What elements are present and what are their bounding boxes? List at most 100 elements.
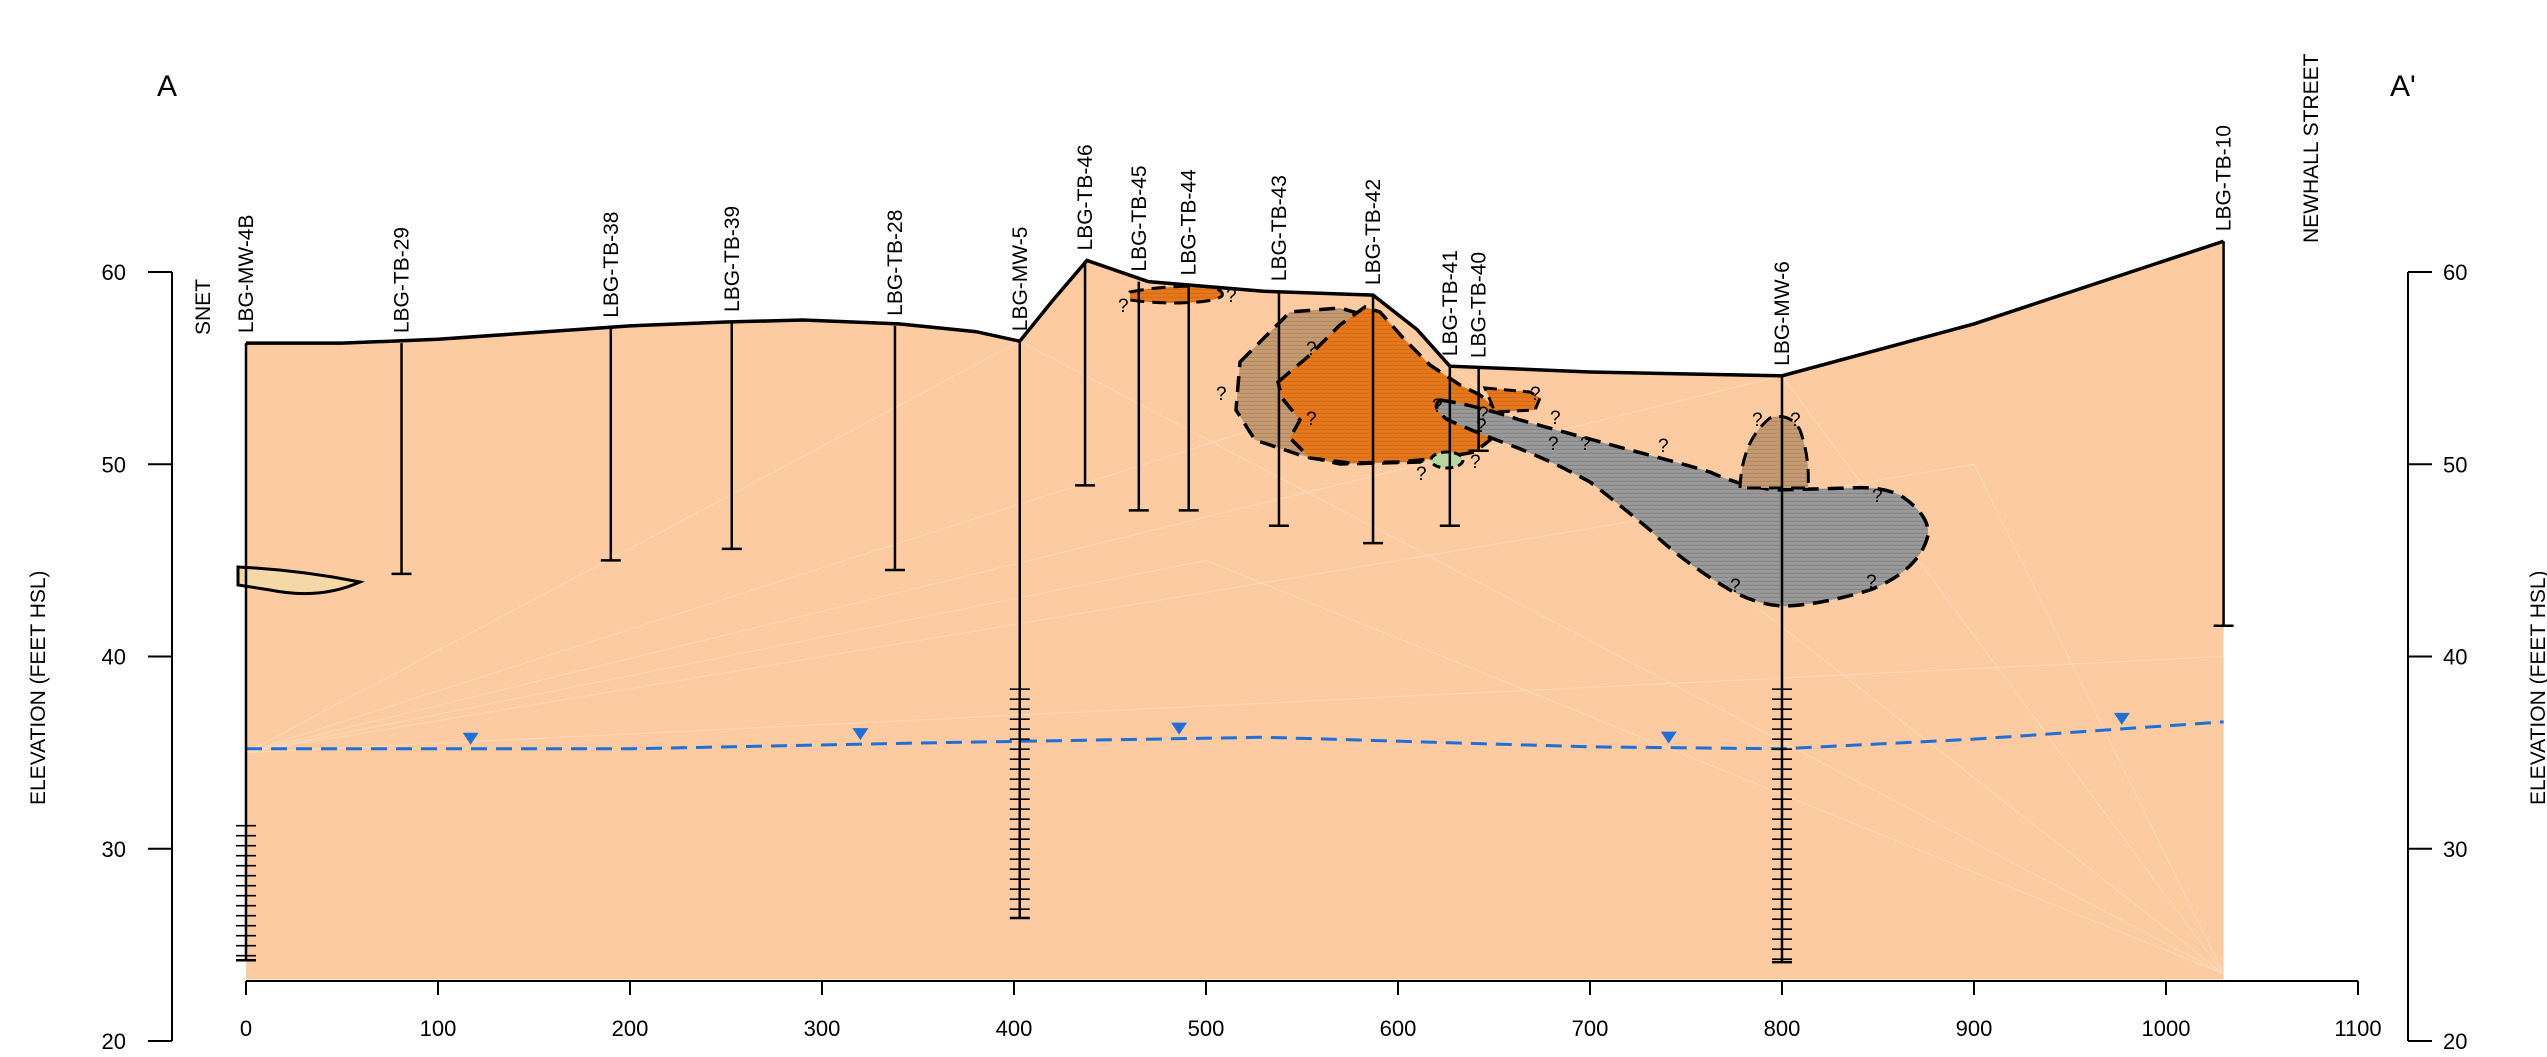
borehole-label: LBG-TB-42 [1362,179,1385,285]
borehole-label: LBG-TB-46 [1074,144,1097,250]
water-table-marker [852,728,869,741]
borehole: LBG-MW-4B [235,214,258,962]
borehole-label: LBG-TB-40 [1468,252,1491,358]
x-axis: 0 100 200 300 400 500 600 700 800 900 1000 1100 [240,980,2382,1041]
y-axis-left: 20 30 40 50 60 [102,260,173,1054]
borehole: LBG-TB-43 [1268,175,1291,528]
boreholes: LBG-MW-4B LBG-TB-29 LBG-TB-38 LBG-TB-39 LBG-… [235,125,2236,964]
water-table-marker [1171,722,1188,735]
section-start-label: A [157,70,177,103]
y-tick-label-right: 50 [2443,452,2467,477]
y-tick-label-left: 40 [102,645,126,670]
borehole: LBG-TB-39 [721,206,744,551]
borehole-label: LBG-TB-10 [2213,125,2236,231]
svg-text:?: ? [1470,452,1481,473]
borehole-label: LBG-TB-28 [884,210,907,316]
borehole: LBG-TB-46 [1074,144,1097,487]
borehole: LBG-TB-38 [600,212,623,562]
borehole: LBG-TB-10 [2213,125,2236,627]
brown-mound-unit [1738,415,1810,490]
svg-text:?: ? [1432,396,1443,417]
orange-lens-right [1482,386,1542,414]
x-tick-label: 800 [1764,1016,1801,1041]
svg-text:?: ? [1866,572,1877,593]
water-table-line [246,720,2224,751]
borehole: LBG-TB-40 [1468,252,1491,453]
borehole: LBG-MW-6 [1771,261,1794,964]
green-lens [1429,450,1465,470]
borehole: LBG-MW-5 [1009,227,1032,920]
y-tick-label-right: 20 [2443,1029,2467,1054]
x-tick-label: 1000 [2142,1016,2191,1041]
svg-text:?: ? [1752,410,1763,431]
svg-text:?: ? [1872,486,1883,507]
svg-text:?: ? [1550,408,1561,429]
borehole-label: LBG-MW-4B [235,214,258,333]
ground-surface-line [246,239,2225,378]
borehole-label: LBG-TB-38 [600,212,623,318]
x-tick-label: 100 [420,1016,457,1041]
y-tick-label-left: 20 [102,1029,126,1054]
y-tick-label-right: 60 [2443,260,2467,285]
x-tick-label: 600 [1380,1016,1417,1041]
svg-text:?: ? [1306,409,1317,430]
section-end-label: A' [2390,70,2416,103]
interpolation-lines [245,340,2225,975]
borehole: LBG-TB-44 [1178,169,1201,512]
y-axis-title-right: ELEVATION (FEET HSL) [2527,570,2547,805]
borehole-label: LBG-TB-44 [1178,169,1201,276]
y-axis-title-left: ELEVATION (FEET HSL) [27,570,50,805]
x-tick-label: 700 [1572,1016,1609,1041]
borehole-label: LBG-MW-5 [1009,227,1032,332]
water-table-marker [1660,731,1677,744]
x-tick-label: 500 [1188,1016,1225,1041]
borehole: LBG-TB-28 [884,210,907,572]
borehole: LBG-TB-41 [1439,250,1462,528]
borehole-label: LBG-TB-39 [721,206,744,312]
gray-fill-unit [1434,398,1930,608]
y-tick-label-right: 40 [2443,645,2467,670]
y-tick-label-left: 60 [102,260,126,285]
newhall-street-label: NEWHALL STREET [2300,53,2323,243]
svg-text:?: ? [1118,296,1129,317]
svg-text:?: ? [1226,286,1237,307]
borehole-label: LBG-TB-29 [391,227,414,333]
svg-text:?: ? [1416,464,1427,485]
svg-text:?: ? [1306,339,1317,360]
x-tick-label: 1100 [2334,1016,2381,1041]
borehole-label: LBG-TB-41 [1439,250,1462,356]
water-table-marker [2113,712,2130,725]
x-tick-label: 400 [996,1016,1033,1041]
svg-text:?: ? [1658,436,1669,457]
uncertainty-marks: ? ? ? ? ? ? ? ? ? ? ? ? ? ? ? ? ? ? ? ? [1118,286,1883,597]
borehole-label: LBG-TB-43 [1268,175,1291,281]
svg-text:?: ? [1476,416,1487,437]
water-table-markers [462,712,2130,745]
svg-text:?: ? [1530,384,1541,405]
water-table-marker [462,732,479,745]
x-tick-label: 0 [240,1016,252,1041]
left-lens [236,565,365,596]
x-tick-label: 300 [804,1016,841,1041]
svg-text:?: ? [1580,434,1591,455]
x-tick-label: 900 [1956,1016,1993,1041]
borehole-label: LBG-TB-45 [1128,165,1151,271]
y-tick-label-left: 50 [102,452,126,477]
y-axis-right: 20 30 40 50 60 [2407,260,2467,1054]
soil-fill [246,241,2224,980]
svg-text:?: ? [1548,434,1559,455]
borehole: LBG-TB-42 [1362,179,1385,545]
y-tick-label-left: 30 [102,837,126,862]
orange-lens-upper [1128,284,1224,305]
svg-text:?: ? [1790,410,1801,431]
x-tick-label: 200 [612,1016,649,1041]
y-tick-label-right: 30 [2443,837,2467,862]
svg-text:?: ? [1216,384,1227,405]
borehole: LBG-TB-45 [1128,165,1151,512]
snet-label: SNET [192,279,215,335]
svg-text:?: ? [1730,576,1741,597]
borehole: LBG-TB-29 [391,227,414,576]
svg-text:?: ? [1478,404,1489,425]
borehole-label: LBG-MW-6 [1771,261,1794,366]
